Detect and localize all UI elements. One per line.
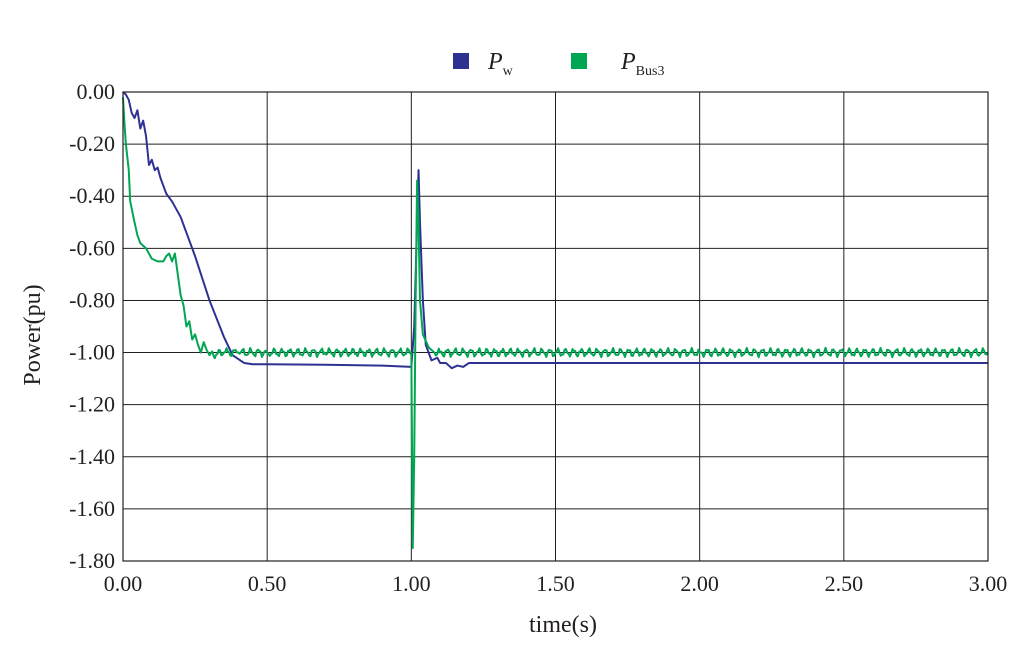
x-tick-label: 1.00 — [392, 571, 431, 596]
x-tick-label: 3.00 — [969, 571, 1008, 596]
y-tick-labels: 0.00 -0.20 -0.40 -0.60 -0.80 -1.00 -1.20 -1.40 -… — [69, 79, 115, 573]
legend-label-pbus3: PBus3 — [620, 49, 664, 79]
y-tick-label: -1.00 — [69, 340, 115, 365]
series-line-pbus3 — [122, 97, 989, 549]
x-tick-label: 2.00 — [680, 571, 719, 596]
x-tick-labels: 0.00 0.50 1.00 1.50 2.00 2.50 3.00 — [104, 571, 1008, 596]
y-tick-label: -0.80 — [69, 287, 115, 312]
y-axis-title: Power(pu) — [20, 284, 46, 385]
legend-swatch-pw — [453, 53, 469, 69]
x-tick-label: 2.50 — [825, 571, 864, 596]
plot-frame — [122, 91, 989, 562]
y-tick-label: -0.60 — [69, 235, 115, 260]
series-layer — [122, 91, 989, 549]
y-tick-label: -0.20 — [69, 131, 115, 156]
x-tick-label: 0.50 — [248, 571, 287, 596]
grid-lines — [122, 91, 989, 562]
legend-swatch-pbus3 — [571, 53, 587, 69]
series-line-pw — [122, 91, 988, 370]
y-tick-label: -0.40 — [69, 183, 115, 208]
y-tick-label: 0.00 — [77, 79, 116, 104]
x-tick-label: 0.00 — [104, 571, 143, 596]
legend-label-pw: Pw — [487, 49, 514, 79]
x-tick-label: 1.50 — [536, 571, 575, 596]
legend: Pw PBus3 — [453, 49, 664, 79]
y-tick-label: -1.60 — [69, 496, 115, 521]
y-tick-label: -1.40 — [69, 444, 115, 469]
x-axis-title: time(s) — [529, 612, 597, 638]
y-tick-label: -1.80 — [69, 548, 115, 573]
y-tick-label: -1.20 — [69, 392, 115, 417]
